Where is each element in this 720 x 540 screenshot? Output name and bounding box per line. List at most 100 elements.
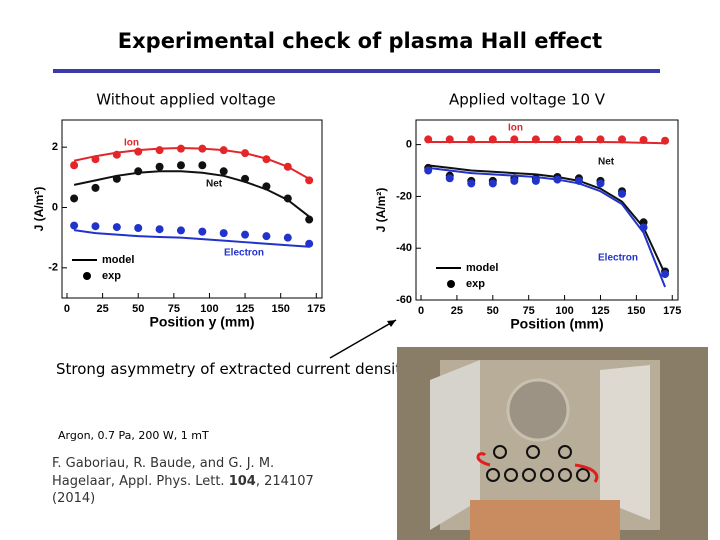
legend-dot (447, 280, 455, 288)
data-point (219, 167, 228, 176)
data-point (70, 161, 79, 170)
x-tick-label: 125 (591, 305, 609, 317)
data-point (574, 135, 583, 144)
data-point (198, 227, 207, 236)
y-tick-label: -2 (48, 262, 58, 274)
x-tick-label: 0 (418, 305, 424, 317)
y-tick-label: 0 (52, 201, 58, 213)
data-point (305, 215, 314, 224)
data-point (305, 176, 314, 185)
data-point (134, 147, 143, 156)
pointer-arrow-head (387, 320, 396, 327)
data-point (639, 223, 648, 232)
data-point (467, 135, 476, 144)
data-point (574, 176, 583, 185)
data-point (488, 179, 497, 188)
x-tick-label: 150 (272, 303, 290, 315)
data-point (241, 174, 250, 183)
data-point (262, 232, 271, 241)
photo-probes (486, 445, 590, 482)
data-point (283, 162, 292, 171)
data-point (219, 146, 228, 155)
x-tick-label: 75 (523, 305, 535, 317)
data-point (155, 225, 164, 234)
x-tick-label: 50 (487, 305, 499, 317)
data-point (155, 162, 164, 171)
photo-fan (506, 378, 570, 442)
series-label: Electron (224, 248, 264, 259)
x-tick-label: 50 (132, 303, 144, 315)
data-point (112, 150, 121, 159)
citation-volume: 104 (228, 473, 256, 489)
legend-label: model (102, 254, 134, 266)
conclusion: Strong asymmetry of extracted current de… (56, 360, 468, 378)
series-label: Net (598, 157, 615, 168)
x-tick-label: 100 (200, 303, 218, 315)
data-point (445, 174, 454, 183)
data-point (305, 239, 314, 248)
x-tick-label: 25 (451, 305, 463, 317)
data-point (176, 144, 185, 153)
model-line (73, 170, 310, 218)
legend-label: exp (466, 278, 485, 290)
data-point (553, 175, 562, 184)
data-point (531, 135, 540, 144)
data-point (198, 161, 207, 170)
data-point (112, 174, 121, 183)
title-rule (53, 69, 660, 73)
slide-title: Experimental check of plasma Hall effect (118, 29, 602, 53)
data-point (661, 136, 670, 145)
data-point (531, 176, 540, 185)
data-point (176, 226, 185, 235)
data-point (70, 221, 79, 230)
x-axis-title: Position (mm) (510, 316, 603, 332)
x-tick-label: 125 (236, 303, 254, 315)
data-point (198, 144, 207, 153)
series-label: Ion (124, 138, 139, 149)
data-point (467, 179, 476, 188)
data-point (661, 270, 670, 279)
model-line (428, 166, 667, 288)
y-tick-label: 0 (406, 139, 412, 151)
data-point (241, 149, 250, 158)
model-line (428, 164, 666, 275)
data-point (91, 222, 100, 231)
y-tick-label: -40 (396, 242, 412, 254)
data-point (424, 135, 433, 144)
photo (397, 347, 708, 540)
data-point (424, 166, 433, 175)
data-point (283, 194, 292, 203)
data-point (134, 224, 143, 233)
data-point (176, 161, 185, 170)
data-point (112, 223, 121, 232)
citation-box: F. Gaboriau, R. Baude, and G. J. M. Hage… (52, 455, 322, 508)
y-tick-label: 2 (52, 141, 58, 153)
citation-rest: , 214107 (2014) (52, 473, 314, 507)
pointer-arrow (329, 319, 397, 359)
data-point (262, 182, 271, 191)
citation-authors: F. Gaboriau, R. Baude, and G. J. M. Hage… (52, 456, 275, 489)
model-line (428, 141, 666, 145)
legend-label: exp (102, 270, 121, 282)
data-point (596, 135, 605, 144)
model-line (73, 229, 310, 248)
series-label: Ion (508, 123, 523, 134)
x-axis-title: Position y (mm) (149, 314, 254, 330)
data-point (91, 183, 100, 192)
data-point (618, 189, 627, 198)
x-tick-label: 75 (168, 303, 180, 315)
x-tick-label: 100 (555, 305, 573, 317)
photo-panel (600, 365, 650, 520)
y-axis-title: J (A/m²) (32, 187, 46, 232)
citation: F. Gaboriau, R. Baude, and G. J. M. Hage… (52, 455, 322, 508)
legend-dot (83, 272, 91, 280)
data-point (510, 135, 519, 144)
conclusion-text: Strong asymmetry of extracted current de… (56, 360, 468, 378)
data-point (488, 135, 497, 144)
x-tick-label: 175 (663, 305, 681, 317)
photo-floor (470, 500, 620, 540)
data-point (618, 135, 627, 144)
series-label: Net (206, 179, 223, 190)
photo-panel (430, 360, 480, 530)
